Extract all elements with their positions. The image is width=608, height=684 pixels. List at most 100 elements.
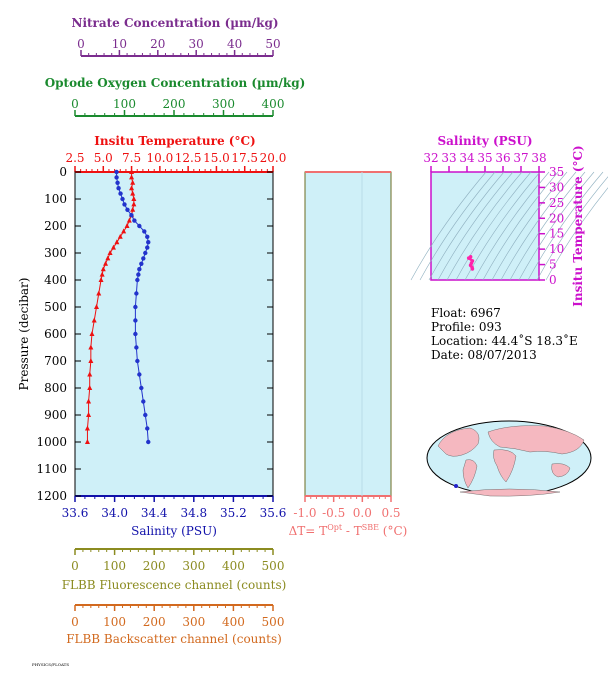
tick-label: 200 (44, 219, 67, 233)
tick-label: 200 (143, 559, 166, 573)
temperature-point (130, 179, 136, 185)
map-africa (493, 449, 517, 483)
temperature-point (126, 217, 132, 223)
temperature-point (86, 412, 92, 417)
tick-label: 38 (531, 151, 546, 165)
temperature-point (124, 223, 130, 228)
ts-salinity-axis-label: Salinity (PSU) (437, 134, 532, 148)
tick-label: 0.5 (381, 506, 400, 520)
tick-label: 900 (44, 408, 67, 422)
temperature-point (87, 371, 93, 377)
temperature-point (99, 271, 105, 277)
tick-label: 7.5 (122, 151, 141, 165)
tick-label: 700 (44, 354, 67, 368)
density-contour (473, 171, 550, 281)
temperature-point (110, 244, 116, 250)
temperature-point (93, 304, 99, 309)
tick-label: 500 (262, 559, 285, 573)
tick-label: 35.2 (220, 506, 247, 520)
map-antarctica (459, 488, 561, 497)
temperature-point (117, 233, 123, 239)
temperature-point (107, 250, 113, 255)
info-date: Date: 08/07/2013 (431, 348, 537, 362)
temperature-point (129, 185, 135, 191)
tick-label: 10.0 (146, 151, 173, 165)
salinity-point (141, 256, 146, 261)
salinity-point (145, 245, 150, 250)
salinity-point (143, 250, 148, 256)
salinity-point (137, 223, 142, 229)
salinity-point (139, 385, 144, 391)
salinity-point (114, 175, 119, 180)
salinity-axis: 33.6 34.0 34.4 34.8 35.2 35.6 (62, 496, 286, 520)
salinity-point (139, 261, 144, 266)
salinity-point (135, 358, 140, 364)
density-contour (527, 171, 604, 281)
info-float: Float: 6967 (431, 306, 501, 320)
ts-point (470, 267, 475, 271)
tick-label: 33.6 (62, 506, 89, 520)
salinity-point (136, 272, 141, 277)
temperature-point (91, 317, 97, 323)
tick-label: 100 (113, 97, 136, 111)
density-contour (500, 171, 577, 281)
temperature-point (96, 290, 102, 296)
tick-label: 0 (59, 165, 67, 179)
density-contour (437, 171, 514, 281)
nitrate-axis-label: Nitrate Concentration (µm/kg) (71, 16, 278, 30)
tick-label: 10 (112, 37, 127, 51)
temperature-point (98, 277, 104, 282)
tick-label: 500 (262, 615, 285, 629)
temperature-point (131, 196, 137, 201)
salinity-point (129, 213, 134, 218)
main-plot-area (74, 171, 274, 497)
oxygen-axis-label: Optode Oxygen Concentration (µm/kg) (45, 76, 306, 90)
tick-label: -0.5 (322, 506, 345, 520)
nitrate-axis: Nitrate Concentration (µm/kg) 0 10 20 30 40 5… (71, 16, 281, 57)
tick-label: 300 (182, 559, 205, 573)
density-contour (455, 171, 532, 281)
salinity-point (145, 426, 150, 431)
backscatter-axis: 0 100 200 300 400 500 FLBB Backscatter channe… (66, 604, 285, 646)
tick-label: 500 (44, 300, 67, 314)
temperature-point (84, 439, 90, 444)
tick-label: 5 (549, 258, 557, 272)
info-location: Location: 44.4˚S 18.3˚E (431, 333, 578, 348)
info-profile: Profile: 093 (431, 320, 502, 334)
tick-label: 25 (549, 196, 564, 210)
salinity-point (116, 186, 121, 191)
tick-label: 0 (71, 559, 79, 573)
temperature-point (86, 398, 92, 404)
salinity-point (135, 277, 140, 283)
fluorescence-axis: 0 100 200 300 400 500 FLBB Fluorescence chann… (62, 548, 286, 592)
temperature-axis-label: Insitu Temperature (°C) (94, 134, 255, 148)
salinity-point (125, 207, 130, 212)
float-info: Float: 6967 Profile: 093 Location: 44.4˚… (431, 306, 578, 362)
tick-label: 400 (222, 615, 245, 629)
tick-label: 100 (103, 615, 126, 629)
salinity-axis-label: Salinity (PSU) (131, 524, 217, 538)
tick-label: 300 (182, 615, 205, 629)
tick-label: 1100 (36, 462, 67, 476)
backscatter-axis-label: FLBB Backscatter channel (counts) (66, 632, 282, 646)
density-contour (410, 171, 487, 281)
tick-label: 32 (423, 151, 438, 165)
tick-label: 20 (150, 37, 165, 51)
tick-label: 40 (227, 37, 242, 51)
salinity-point (115, 180, 120, 185)
tick-label: 300 (212, 97, 235, 111)
tick-label: 15.0 (203, 151, 230, 165)
world-map (426, 420, 592, 497)
tick-label: 100 (44, 192, 67, 206)
tick-label: 100 (103, 559, 126, 573)
map-australia (551, 463, 571, 478)
temperature-point (130, 190, 136, 196)
tick-label: 5.0 (94, 151, 113, 165)
tick-label: 20 (549, 211, 564, 225)
tick-label: 36 (495, 151, 510, 165)
density-contour (545, 187, 608, 281)
tick-label: -1.0 (293, 506, 316, 520)
ts-salinity-axis: 32 33 34 35 36 37 38 (423, 151, 547, 172)
density-contour (518, 171, 595, 281)
salinity-point (145, 234, 150, 239)
